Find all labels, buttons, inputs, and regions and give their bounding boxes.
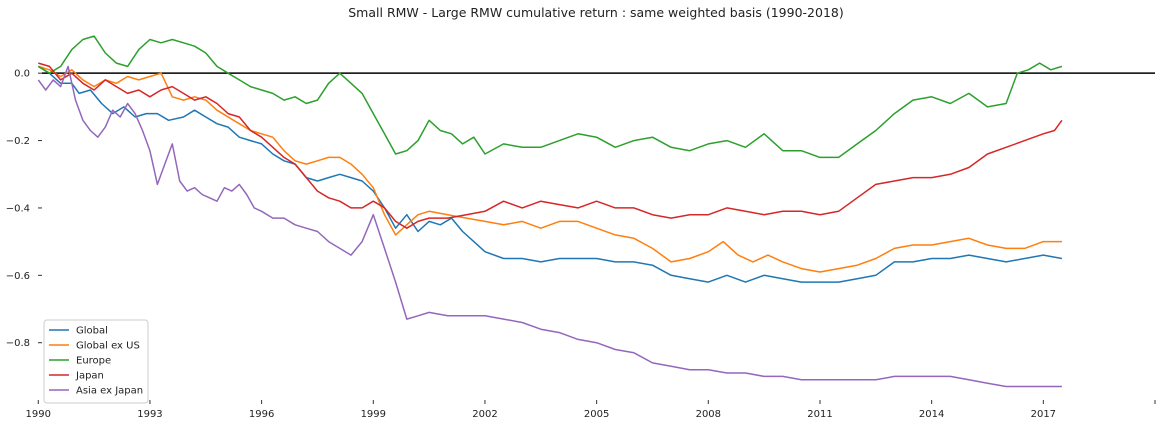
series-line-4 bbox=[37, 65, 1062, 388]
x-tick-label: 1993 bbox=[137, 409, 162, 420]
legend-label: Japan bbox=[75, 371, 104, 382]
x-tick-label: 1996 bbox=[249, 409, 274, 420]
y-tick-label: 0.0 bbox=[14, 69, 30, 80]
x-tick-label: 1990 bbox=[26, 409, 51, 420]
x-tick-label: 1999 bbox=[361, 409, 386, 420]
x-tick-label: 2017 bbox=[1031, 409, 1056, 420]
y-tick-label: −0.2 bbox=[6, 136, 30, 147]
y-tick-label: −0.4 bbox=[6, 203, 30, 214]
x-tick-label: 2011 bbox=[807, 409, 832, 420]
legend-label: Europe bbox=[76, 356, 111, 367]
x-tick-label: 2008 bbox=[696, 409, 721, 420]
y-axis: 0.0 −0.2 −0.4 −0.6 −0.8 bbox=[6, 69, 42, 349]
series-line-3 bbox=[38, 62, 1063, 229]
legend: Global Global ex US Europe Japan Asia ex Jap… bbox=[43, 319, 149, 404]
x-tick-label: 2014 bbox=[919, 409, 944, 420]
x-tick-label: 2002 bbox=[472, 409, 497, 420]
legend-box bbox=[43, 319, 149, 404]
y-tick-label: −0.8 bbox=[6, 338, 30, 349]
chart-title: Small RMW - Large RMW cumulative return … bbox=[348, 5, 843, 20]
series-line-1 bbox=[38, 65, 1062, 273]
legend-label: Global bbox=[76, 326, 108, 337]
y-tick-label: −0.6 bbox=[6, 271, 30, 282]
series-line-0 bbox=[37, 65, 1063, 283]
x-tick-label: 2005 bbox=[584, 409, 609, 420]
legend-label: Asia ex Japan bbox=[76, 386, 143, 397]
legend-label: Global ex US bbox=[76, 341, 140, 352]
series-line-2 bbox=[37, 35, 1063, 159]
x-axis: 1990 1993 1996 1999 2002 2005 2008 2011 2014 2017 bbox=[26, 400, 1156, 420]
series-layer bbox=[37, 35, 1063, 388]
